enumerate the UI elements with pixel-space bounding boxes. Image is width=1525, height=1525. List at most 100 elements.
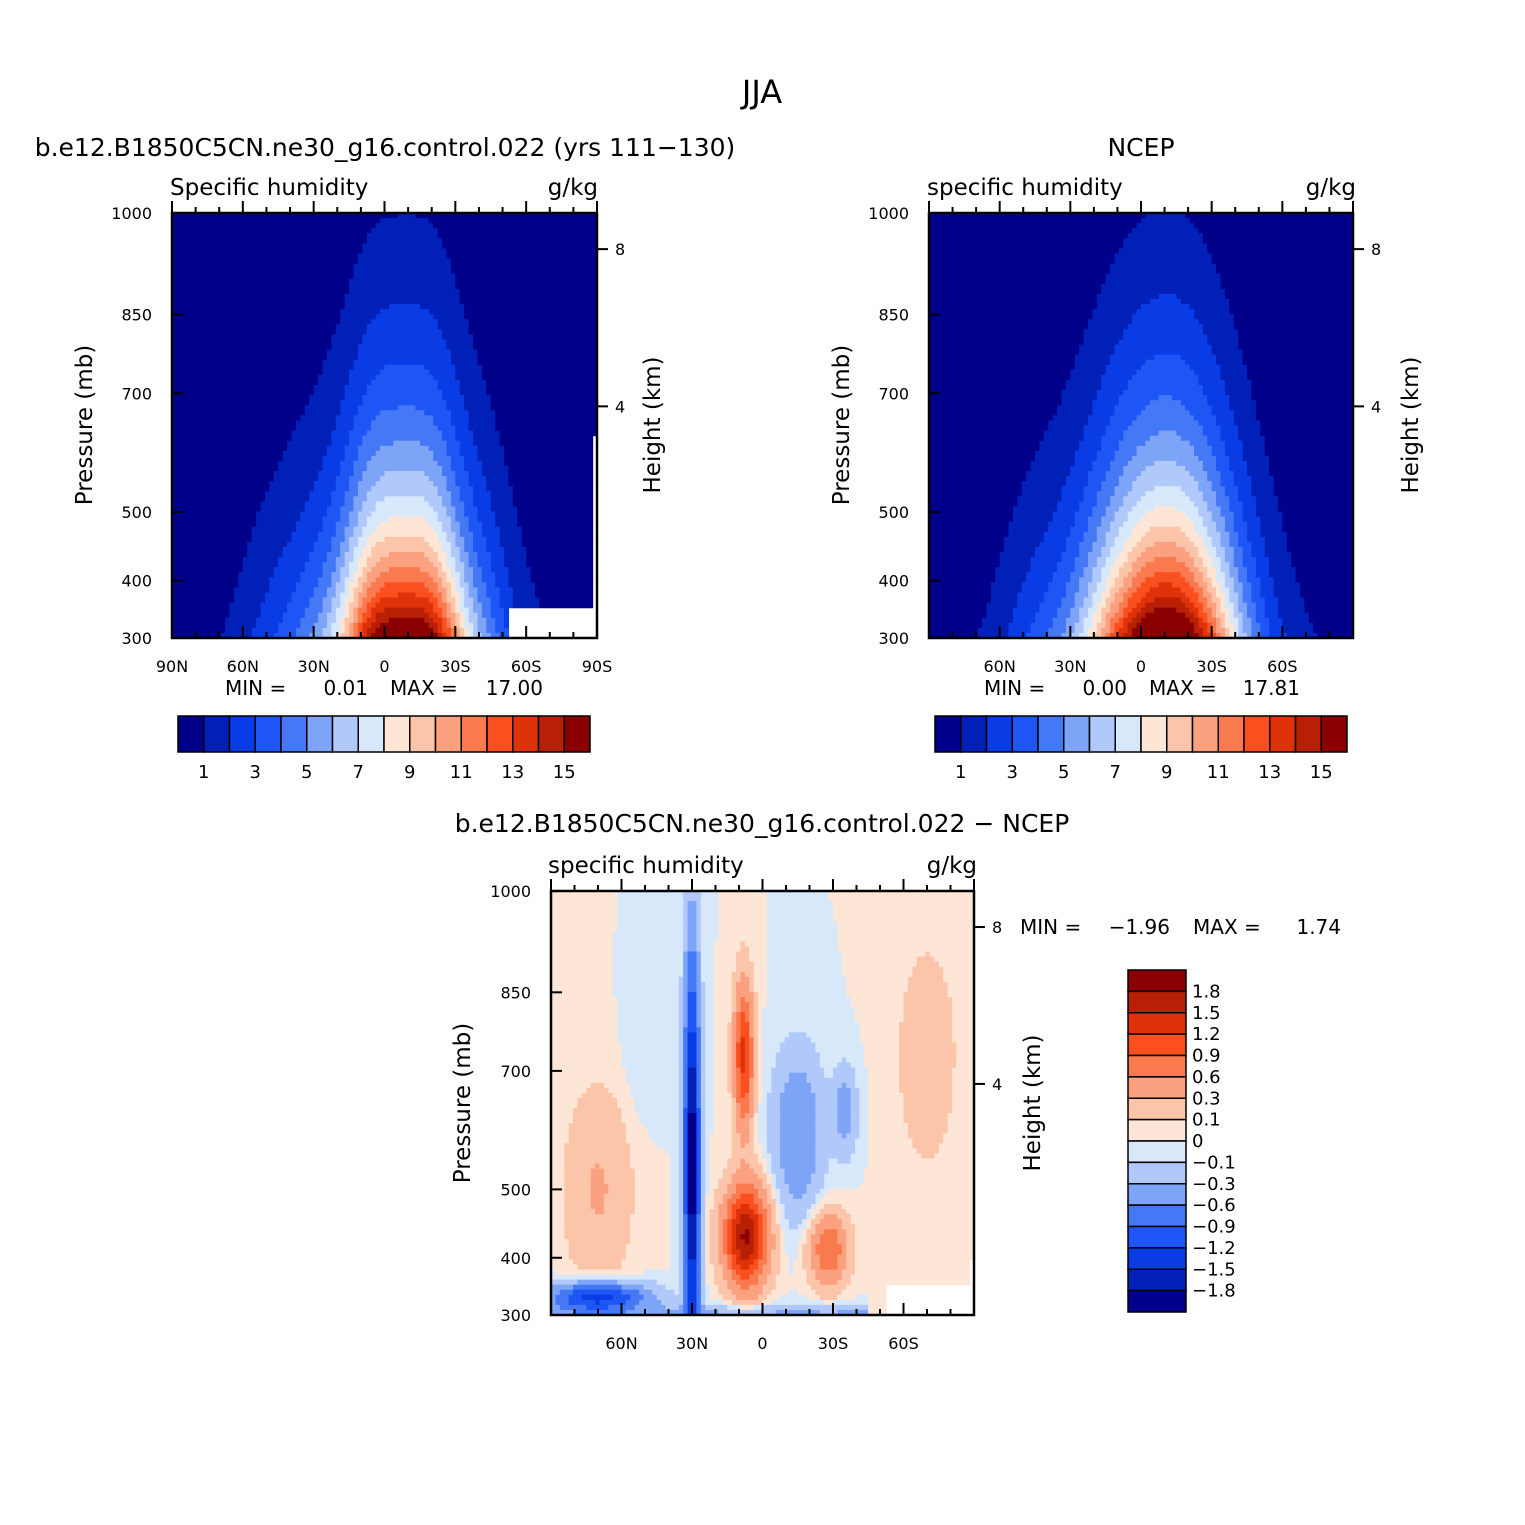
contour-cell: [504, 324, 510, 330]
contour-cell: [402, 228, 408, 234]
contour-cell: [331, 263, 337, 270]
contour-cell: [415, 390, 421, 396]
contour-cell: [490, 415, 496, 422]
contour-cell: [282, 253, 288, 260]
contour-cell: [464, 238, 470, 244]
contour-cell: [357, 450, 363, 457]
contour-cell: [331, 304, 337, 310]
contour-cell: [229, 339, 235, 346]
contour-cell: [481, 288, 487, 295]
contour-cell: [526, 471, 532, 477]
contour-cell: [287, 293, 293, 300]
contour-cell: [588, 379, 594, 386]
contour-cell: [282, 354, 288, 361]
contour-cell: [464, 283, 470, 290]
contour-cell: [530, 278, 536, 285]
contour-cell: [517, 213, 523, 219]
contour-cell: [459, 395, 465, 401]
contour-cell: [411, 344, 417, 351]
contour-cell: [415, 299, 421, 305]
contour-cell: [442, 460, 448, 467]
contour-cell: [180, 344, 186, 351]
contour-cell: [411, 223, 417, 229]
contour-cell: [273, 354, 279, 361]
contour-cell: [486, 258, 492, 265]
contour-cell: [194, 395, 200, 401]
contour-cell: [207, 263, 213, 270]
contour-cell: [353, 349, 359, 356]
contour-cell: [375, 248, 381, 255]
contour-cell: [194, 253, 200, 260]
contour-cell: [411, 228, 417, 234]
contour-cell: [592, 349, 597, 356]
contour-cell: [362, 309, 368, 315]
contour-cell: [256, 400, 262, 406]
contour-cell: [282, 319, 288, 325]
contour-cell: [291, 420, 297, 427]
contour-cell: [437, 354, 443, 361]
contour-cell: [344, 455, 350, 462]
contour-cell: [233, 304, 240, 310]
contour-cell: [309, 253, 315, 260]
contour-cell: [194, 354, 200, 361]
contour-cell: [481, 410, 487, 416]
contour-cell: [238, 273, 244, 280]
contour-cell: [375, 329, 381, 336]
contour-cell: [229, 435, 235, 442]
contour-cell: [260, 440, 266, 447]
contour-cell: [574, 299, 580, 305]
contour-cell: [247, 400, 253, 406]
contour-cell: [539, 390, 545, 396]
contour-cell: [442, 243, 448, 250]
contour-cell: [344, 410, 350, 416]
contour-cell: [481, 243, 487, 250]
contour-cell: [176, 278, 182, 285]
contour-cell: [548, 334, 554, 341]
contour-cell: [349, 455, 355, 462]
contour-cell: [552, 253, 558, 260]
contour-cell: [256, 243, 262, 250]
contour-cell: [198, 455, 204, 462]
contour-cell: [397, 349, 403, 356]
contour-cell: [508, 385, 514, 391]
contour-cell: [220, 288, 226, 295]
contour-cell: [229, 283, 235, 290]
contour-cell: [269, 293, 275, 300]
contour-cell: [269, 258, 275, 265]
contour-cell: [211, 465, 217, 472]
contour-cell: [304, 218, 310, 224]
contour-cell: [180, 445, 186, 452]
contour-cell: [411, 263, 417, 270]
contour-cell: [344, 253, 350, 260]
contour-cell: [340, 395, 346, 401]
contour-cell: [428, 293, 434, 300]
contour-cell: [371, 258, 377, 265]
contour-cell: [388, 309, 394, 315]
contour-cell: [349, 233, 355, 239]
contour-cell: [548, 420, 554, 427]
contour-cell: [388, 319, 394, 325]
contour-cell: [176, 299, 182, 305]
contour-cell: [295, 283, 301, 290]
contour-cell: [273, 329, 279, 336]
contour-cell: [371, 314, 377, 320]
contour-cell: [574, 385, 580, 391]
contour-cell: [495, 460, 501, 467]
contour-cell: [304, 213, 310, 219]
contour-cell: [384, 415, 390, 422]
contour-cell: [269, 329, 275, 336]
contour-cell: [198, 435, 204, 442]
contour-cell: [216, 460, 222, 467]
contour-cell: [229, 395, 235, 401]
contour-cell: [207, 450, 213, 457]
contour-cell: [450, 415, 456, 422]
contour-cell: [526, 430, 532, 437]
contour-cell: [375, 243, 381, 250]
contour-cell: [477, 471, 483, 477]
contour-cell: [194, 364, 200, 371]
contour-cell: [335, 228, 341, 234]
contour-cell: [233, 354, 240, 361]
contour-cell: [273, 278, 279, 285]
contour-cell: [233, 309, 240, 315]
contour-cell: [481, 395, 487, 401]
